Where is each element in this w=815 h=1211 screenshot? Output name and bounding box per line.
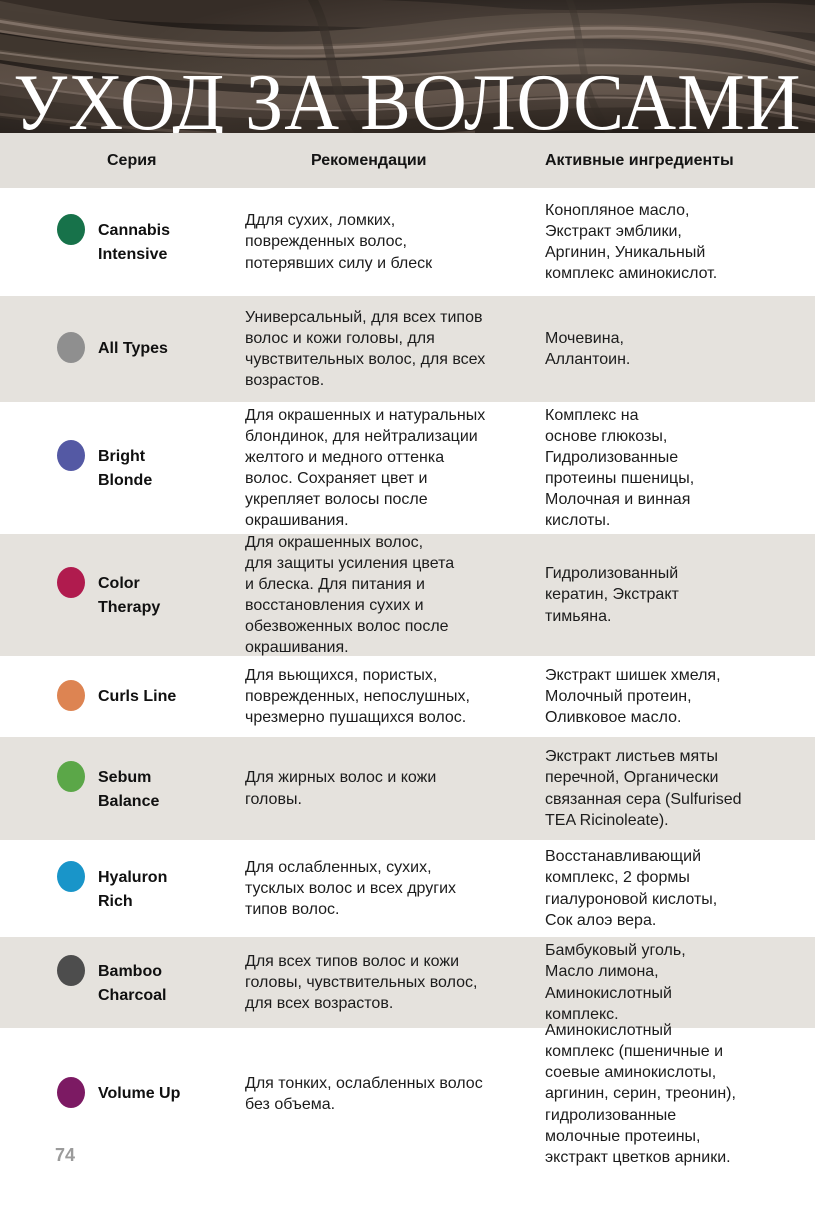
recommendation-text: Для жирных волос и кожи головы.	[245, 769, 437, 808]
page-footer: 74	[0, 1145, 815, 1211]
series-cell: Sebum Balance	[57, 760, 245, 814]
series-name: Curls Line	[98, 687, 177, 705]
series-color-dot	[57, 214, 85, 245]
series-name: All Types	[98, 340, 168, 357]
series-name: Color Therapy	[98, 575, 161, 616]
series-cell: Hyaluron Rich	[57, 860, 245, 914]
recommendation-text: Для окрашенных и натуральных блондинок, …	[245, 406, 486, 530]
recommendation-text: Для окрашенных волос, для защиты усилени…	[245, 533, 455, 657]
ingredients-text: Конопляное масло, Экстракт эмблики, Арги…	[545, 201, 718, 283]
table-row: Bamboo Charcoal Для всех типов волос и к…	[0, 937, 815, 1028]
column-header-ingredients: Активные ингредиенты	[545, 151, 734, 169]
series-name: Sebum Balance	[98, 768, 160, 810]
hair-photo	[0, 0, 815, 133]
recommendation-text: Универсальный, для всех типов волос и ко…	[245, 308, 486, 390]
series-cell: Volume Up	[57, 1077, 245, 1108]
ingredients-text: Экстракт листьев мяты перечной, Органиче…	[545, 748, 742, 829]
page-number: 74	[55, 1145, 76, 1165]
series-color-dot	[57, 567, 85, 598]
recommendation-text: Для вьющихся, пористых, поврежденных, не…	[245, 666, 470, 727]
series-color-dot	[57, 954, 85, 986]
ingredients-text: Мочевина, Аллантоин.	[545, 329, 631, 368]
series-cell: Bamboo Charcoal	[57, 954, 245, 1008]
series-name: Bright Blonde	[98, 448, 153, 489]
column-header-recommendations: Рекомендации	[311, 151, 427, 169]
series-color-dot	[57, 332, 85, 363]
series-name: Volume Up	[98, 1085, 181, 1102]
table-column-headers: Серия Рекомендации Активные ингредиенты	[0, 133, 815, 188]
ingredients-text: Комплекс на основе глюкозы, Гидролизован…	[545, 406, 695, 530]
hair-banner: УХОД ЗА ВОЛОСАМИ	[0, 0, 815, 133]
ingredients-text: Гидролизованный кератин, Экстракт тимьян…	[545, 565, 679, 625]
ingredients-text: Аминокислотный комплекс (пшеничные и сое…	[545, 1022, 736, 1166]
series-cell: Color Therapy	[57, 567, 245, 620]
table-row: Bright Blonde Для окрашенных и натуральн…	[0, 402, 815, 534]
recommendation-text: Для всех типов волос и кожи головы, чувс…	[245, 952, 478, 1013]
series-name: Cannabis Intensive	[98, 222, 171, 263]
table-row: Sebum Balance Для жирных волос и кожи го…	[0, 737, 815, 840]
recommendation-text: Ддля сухих, ломких, поврежденных волос, …	[245, 212, 433, 272]
series-name: Bamboo Charcoal	[98, 962, 167, 1004]
column-header-series: Серия	[107, 151, 157, 169]
ingredients-text: Бамбуковый уголь, Масло лимона, Аминокис…	[545, 942, 686, 1023]
table-row: All Types Универсальный, для всех типов …	[0, 296, 815, 402]
table-row: Color Therapy Для окрашенных волос, для …	[0, 534, 815, 656]
table-row: Hyaluron Rich Для ослабленных, сухих, ту…	[0, 840, 815, 937]
series-cell: All Types	[57, 332, 245, 363]
series-cell: Bright Blonde	[57, 440, 245, 493]
series-color-dot	[57, 1077, 85, 1108]
series-color-dot	[57, 440, 85, 471]
table-row: Cannabis Intensive Ддля сухих, ломких, п…	[0, 188, 815, 296]
series-cell: Cannabis Intensive	[57, 214, 245, 267]
series-cell: Curls Line	[57, 679, 245, 711]
ingredients-text: Экстракт шишек хмеля, Молочный протеин, …	[545, 666, 721, 727]
series-name: Hyaluron Rich	[98, 868, 168, 910]
series-color-dot	[57, 679, 85, 711]
table-row: Volume Up Для тонких, ослабленных волос …	[0, 1022, 815, 1166]
series-color-dot	[57, 760, 85, 792]
page-title: УХОД ЗА ВОЛОСАМИ	[13, 58, 802, 133]
table-row: Curls Line Для вьющихся, пористых, повре…	[0, 656, 815, 737]
recommendation-text: Для тонких, ослабленных волос без объема…	[245, 1074, 483, 1113]
series-color-dot	[57, 860, 85, 892]
recommendation-text: Для ослабленных, сухих, тусклых волос и …	[245, 858, 457, 919]
ingredients-text: Восстанавливающий комплекс, 2 формы гиал…	[545, 848, 718, 929]
